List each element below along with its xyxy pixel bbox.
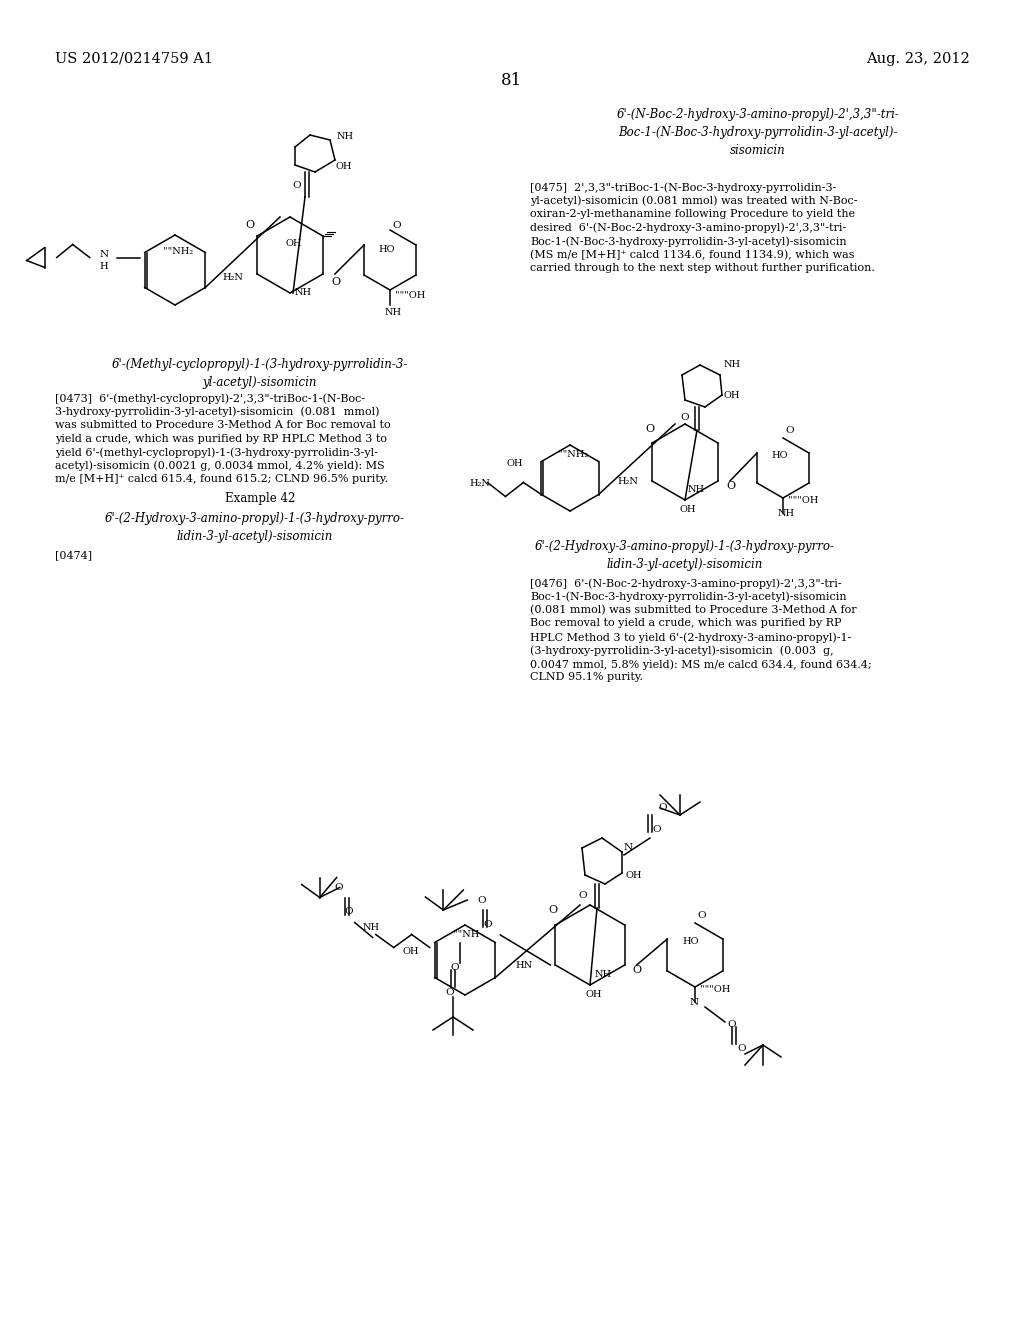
Text: HPLC Method 3 to yield 6'-(2-hydroxy-3-amino-propyl)-1-: HPLC Method 3 to yield 6'-(2-hydroxy-3-a… xyxy=(530,632,851,643)
Text: m/e [M+H]⁺ calcd 615.4, found 615.2; CLND 96.5% purity.: m/e [M+H]⁺ calcd 615.4, found 615.2; CLN… xyxy=(55,474,388,484)
Text: OH: OH xyxy=(680,506,696,513)
Text: NH: NH xyxy=(595,970,612,979)
Text: HO: HO xyxy=(683,937,699,946)
Text: CLND 95.1% purity.: CLND 95.1% purity. xyxy=(530,672,643,682)
Text: NH: NH xyxy=(337,132,354,141)
Text: O: O xyxy=(331,277,340,286)
Text: 3-hydroxy-pyrrolidin-3-yl-acetyl)-sisomicin  (0.081  mmol): 3-hydroxy-pyrrolidin-3-yl-acetyl)-sisomi… xyxy=(55,407,380,417)
Text: Example 42: Example 42 xyxy=(225,492,295,506)
Text: NH: NH xyxy=(724,360,741,370)
Text: 0.0047 mmol, 5.8% yield): MS m/e calcd 634.4, found 634.4;: 0.0047 mmol, 5.8% yield): MS m/e calcd 6… xyxy=(530,659,871,669)
Text: O: O xyxy=(345,908,353,916)
Text: 6'-(2-Hydroxy-3-amino-propyl)-1-(3-hydroxy-pyrro-
lidin-3-yl-acetyl)-sisomicin: 6'-(2-Hydroxy-3-amino-propyl)-1-(3-hydro… xyxy=(105,512,406,543)
Text: (MS m/e [M+H]⁺ calcd 1134.6, found 1134.9), which was: (MS m/e [M+H]⁺ calcd 1134.6, found 1134.… xyxy=(530,249,854,260)
Text: oxiran-2-yl-methanamine following Procedure to yield the: oxiran-2-yl-methanamine following Proced… xyxy=(530,209,855,219)
Text: O: O xyxy=(450,964,459,972)
Text: O: O xyxy=(445,987,454,997)
Text: O: O xyxy=(483,920,492,929)
Text: 81: 81 xyxy=(502,73,522,88)
Text: HN: HN xyxy=(515,961,532,970)
Text: N: N xyxy=(99,249,109,259)
Text: N: N xyxy=(690,998,699,1007)
Text: (3-hydroxy-pyrrolidin-3-yl-acetyl)-sisomicin  (0.003  g,: (3-hydroxy-pyrrolidin-3-yl-acetyl)-sisom… xyxy=(530,645,834,656)
Text: was submitted to Procedure 3-Method A for Boc removal to: was submitted to Procedure 3-Method A fo… xyxy=(55,420,390,430)
Text: [0473]  6'-(methyl-cyclopropyl)-2',3,3"-triBoc-1-(N-Boc-: [0473] 6'-(methyl-cyclopropyl)-2',3,3"-t… xyxy=(55,393,366,404)
Text: O: O xyxy=(335,883,343,892)
Text: ""NH: ""NH xyxy=(453,931,479,939)
Text: O: O xyxy=(785,426,794,436)
Text: ""NH₂: ""NH₂ xyxy=(163,247,194,256)
Text: """OH: """OH xyxy=(788,496,818,506)
Text: OH: OH xyxy=(336,162,352,172)
Text: HO: HO xyxy=(378,246,394,255)
Text: [0476]  6'-(N-Boc-2-hydroxy-3-amino-propyl)-2',3,3"-tri-: [0476] 6'-(N-Boc-2-hydroxy-3-amino-propy… xyxy=(530,578,842,589)
Text: ""NH₂: ""NH₂ xyxy=(558,450,588,459)
Text: O: O xyxy=(292,181,301,190)
Text: O: O xyxy=(737,1044,745,1053)
Text: O: O xyxy=(680,413,688,422)
Text: [0475]  2',3,3"-triBoc-1-(N-Boc-3-hydroxy-pyrrolidin-3-: [0475] 2',3,3"-triBoc-1-(N-Boc-3-hydroxy… xyxy=(530,182,837,193)
Text: OH: OH xyxy=(585,990,601,999)
Text: Boc-1-(N-Boc-3-hydroxy-pyrrolidin-3-yl-acetyl)-sisomicin: Boc-1-(N-Boc-3-hydroxy-pyrrolidin-3-yl-a… xyxy=(530,591,847,602)
Text: desired  6'-(N-Boc-2-hydroxy-3-amino-propyl)-2',3,3"-tri-: desired 6'-(N-Boc-2-hydroxy-3-amino-prop… xyxy=(530,223,846,234)
Text: Boc-1-(N-Boc-3-hydroxy-pyrrolidin-3-yl-acetyl)-sisomicin: Boc-1-(N-Boc-3-hydroxy-pyrrolidin-3-yl-a… xyxy=(530,236,847,247)
Text: H₂N: H₂N xyxy=(617,477,638,486)
Text: OH: OH xyxy=(625,871,641,880)
Text: """OH: """OH xyxy=(700,985,730,994)
Text: O: O xyxy=(658,803,667,812)
Text: [0474]: [0474] xyxy=(55,550,92,560)
Text: O: O xyxy=(633,965,642,975)
Text: yield a crude, which was purified by RP HPLC Method 3 to: yield a crude, which was purified by RP … xyxy=(55,433,387,444)
Text: NH: NH xyxy=(688,484,706,494)
Text: H₂N: H₂N xyxy=(469,479,490,488)
Text: H₂N: H₂N xyxy=(222,272,243,281)
Text: acetyl)-sisomicin (0.0021 g, 0.0034 mmol, 4.2% yield): MS: acetyl)-sisomicin (0.0021 g, 0.0034 mmol… xyxy=(55,461,385,471)
Text: Boc removal to yield a crude, which was purified by RP: Boc removal to yield a crude, which was … xyxy=(530,619,842,628)
Text: NH: NH xyxy=(778,510,795,517)
Text: H: H xyxy=(99,261,109,271)
Text: OH: OH xyxy=(285,239,301,248)
Text: O: O xyxy=(697,911,706,920)
Text: OH: OH xyxy=(507,459,523,469)
Text: O: O xyxy=(652,825,660,834)
Text: O: O xyxy=(245,220,254,230)
Text: O: O xyxy=(726,480,735,491)
Text: O: O xyxy=(392,220,400,230)
Text: O: O xyxy=(578,891,587,900)
Text: 6'-(Methyl-cyclopropyl)-1-(3-hydroxy-pyrrolidin-3-
yl-acetyl)-sisomicin: 6'-(Methyl-cyclopropyl)-1-(3-hydroxy-pyr… xyxy=(112,358,409,389)
Text: O: O xyxy=(727,1020,735,1030)
Text: N: N xyxy=(624,843,633,851)
Text: O: O xyxy=(548,906,557,915)
Text: NH: NH xyxy=(385,308,402,317)
Text: yl-acetyl)-sisomicin (0.081 mmol) was treated with N-Boc-: yl-acetyl)-sisomicin (0.081 mmol) was tr… xyxy=(530,195,857,206)
Text: 6'-(N-Boc-2-hydroxy-3-amino-propyl)-2',3,3"-tri-
Boc-1-(N-Boc-3-hydroxy-pyrrolid: 6'-(N-Boc-2-hydroxy-3-amino-propyl)-2',3… xyxy=(616,108,899,157)
Text: OH: OH xyxy=(724,391,740,400)
Text: (0.081 mmol) was submitted to Procedure 3-Method A for: (0.081 mmol) was submitted to Procedure … xyxy=(530,605,857,615)
Text: 6'-(2-Hydroxy-3-amino-propyl)-1-(3-hydroxy-pyrro-
lidin-3-yl-acetyl)-sisomicin: 6'-(2-Hydroxy-3-amino-propyl)-1-(3-hydro… xyxy=(535,540,835,572)
Text: NH: NH xyxy=(295,288,312,297)
Text: HO: HO xyxy=(771,451,787,459)
Text: carried through to the next step without further purification.: carried through to the next step without… xyxy=(530,263,874,273)
Text: OH: OH xyxy=(402,948,419,957)
Text: O: O xyxy=(477,896,486,906)
Text: O: O xyxy=(645,424,654,434)
Text: yield 6'-(methyl-cyclopropyl)-1-(3-hydroxy-pyrrolidin-3-yl-: yield 6'-(methyl-cyclopropyl)-1-(3-hydro… xyxy=(55,447,378,458)
Text: NH: NH xyxy=(362,924,380,932)
Text: US 2012/0214759 A1: US 2012/0214759 A1 xyxy=(55,51,213,66)
Text: Aug. 23, 2012: Aug. 23, 2012 xyxy=(866,51,970,66)
Text: """OH: """OH xyxy=(395,290,425,300)
